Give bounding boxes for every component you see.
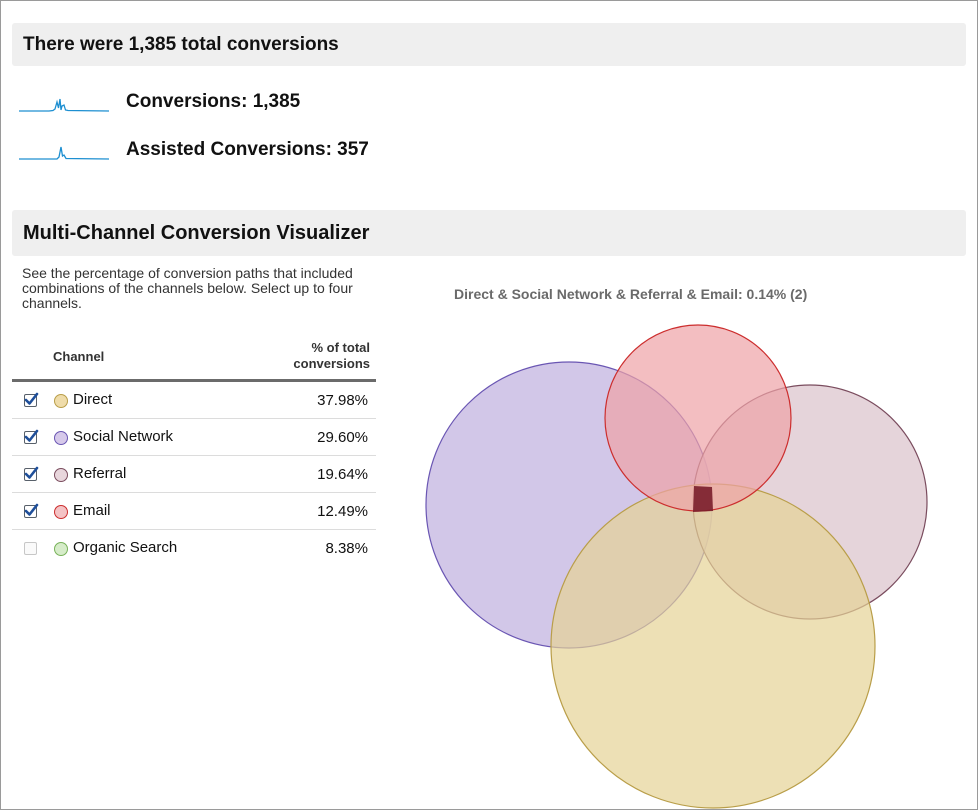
channel-checkbox[interactable] [24,429,39,444]
channel-name: Direct [73,391,113,408]
channel-column-header: Channel [53,349,105,364]
venn-circle-direct[interactable] [550,483,876,809]
channel-name: Referral [73,465,127,482]
channel-row[interactable]: Organic Search 8.38% [12,530,376,566]
channel-table: Channel % of total conversions Direct 37.… [12,339,376,566]
summary-title: There were 1,385 total conversions [12,23,966,66]
pct-header-line2: conversions [293,356,370,371]
checkmark-icon [24,392,39,405]
channel-checkbox[interactable] [24,466,39,481]
channel-pct: 12.49% [317,503,368,520]
pct-column-header: % of total conversions [293,340,370,372]
assisted-conversions-metric[interactable]: Assisted Conversions: 357 [19,135,369,165]
assisted-conversions-label: Assisted Conversions: 357 [126,139,369,160]
channel-checkbox[interactable] [24,392,39,407]
channel-name: Social Network [73,428,174,445]
channel-color-icon [54,505,68,519]
channel-pct: 37.98% [317,392,368,409]
visualizer-description: See the percentage of conversion paths t… [22,265,353,311]
channel-name: Organic Search [73,539,178,556]
channel-row[interactable]: Referral 19.64% [12,456,376,493]
pct-header-line1: % of total [311,340,371,355]
channel-color-icon [54,542,68,556]
checkmark-icon [24,503,39,516]
channel-row[interactable]: Email 12.49% [12,493,376,530]
channel-checkbox[interactable] [24,503,39,518]
table-header: Channel % of total conversions [12,339,376,382]
checkmark-icon [24,429,39,442]
channel-color-icon [54,394,68,408]
channel-row[interactable]: Direct 37.98% [12,382,376,419]
sparkline-icon [19,98,109,112]
conversions-label: Conversions: 1,385 [126,91,301,112]
checkmark-icon [24,466,39,479]
channel-checkbox[interactable] [24,542,37,555]
channel-pct: 8.38% [325,540,368,557]
venn-circle-email[interactable] [604,324,792,512]
channel-name: Email [73,502,111,519]
channel-pct: 29.60% [317,429,368,446]
channel-color-icon [54,468,68,482]
venn-caption: Direct & Social Network & Referral & Ema… [454,286,808,302]
channel-color-icon [54,431,68,445]
channel-rows: Direct 37.98% Social Network 29.60% Referral… [12,382,376,566]
venn-overlap-all-channels[interactable] [693,486,713,512]
visualizer-title: Multi-Channel Conversion Visualizer [12,210,966,256]
conversions-metric[interactable]: Conversions: 1,385 [19,87,300,117]
channel-pct: 19.64% [317,466,368,483]
channel-row[interactable]: Social Network 29.60% [12,419,376,456]
sparkline-icon [19,146,109,160]
